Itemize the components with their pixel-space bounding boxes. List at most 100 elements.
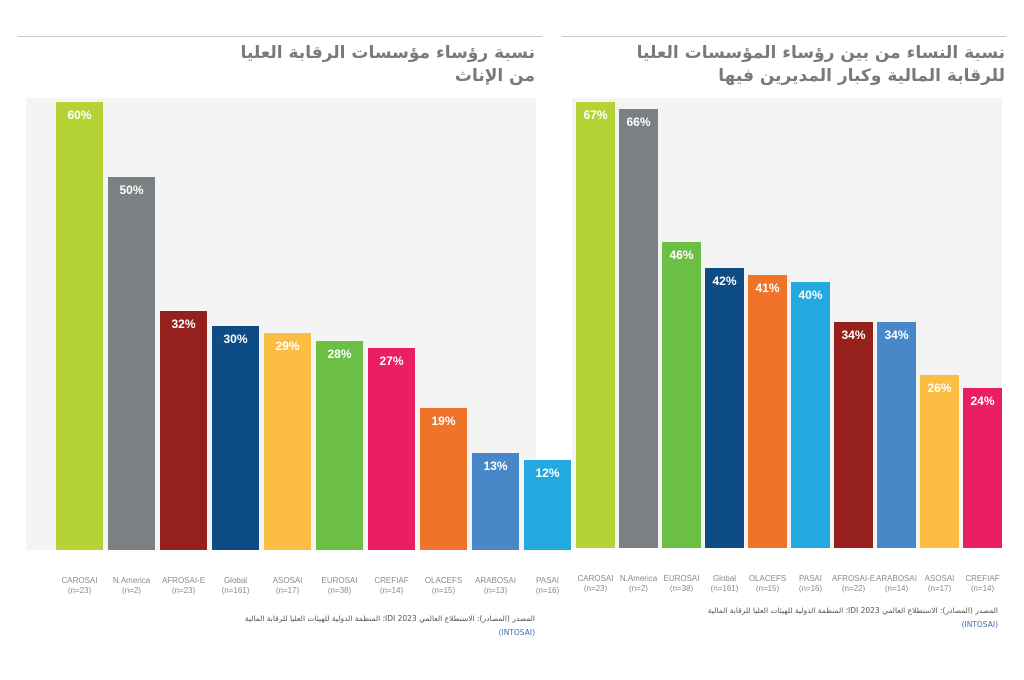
left-source-line2: (INTOSAI) <box>498 628 535 637</box>
category-label: CAROSAI (n=23) <box>570 574 621 594</box>
category-count: (n=16) <box>535 586 560 595</box>
data-label: 32% <box>171 317 196 331</box>
category-name: OLACEFS <box>748 574 787 583</box>
category-label: AFROSAI-E (n=23) <box>154 576 213 596</box>
category-label: Global (n=161) <box>206 576 265 596</box>
category-label: OLACEFS (n=15) <box>742 574 793 594</box>
category-name: OLACEFS <box>424 576 463 585</box>
data-label: 29% <box>275 339 300 353</box>
data-label: 40% <box>798 288 823 302</box>
category-label: CREFIAF (n=14) <box>957 574 1008 594</box>
category-name: N.America <box>619 574 658 583</box>
category-label: EUROSAI (n=38) <box>656 574 707 594</box>
bar-olacefs: 41% <box>748 275 787 548</box>
bar-asosai: 26% <box>920 375 959 548</box>
category-name: AFROSAI-E <box>161 576 206 585</box>
bar-arabosai: 34% <box>877 322 916 548</box>
category-label: PASAI (n=16) <box>785 574 836 594</box>
category-label: ARABOSAI (n=13) <box>466 576 525 596</box>
bar-crefiaf: 24% <box>963 388 1002 548</box>
category-count: (n=23) <box>171 586 196 595</box>
category-name: PASAI <box>536 576 559 585</box>
category-label: OLACEFS (n=15) <box>414 576 473 596</box>
data-label: 12% <box>535 466 560 480</box>
category-name: CAROSAI <box>61 576 98 585</box>
category-label: ASOSAI (n=17) <box>258 576 317 596</box>
bar-asosai: 29% <box>264 333 311 550</box>
category-name: ARABOSAI <box>876 574 917 583</box>
category-label: Global (n=161) <box>699 574 750 594</box>
category-name: Global <box>223 576 248 585</box>
category-label: EUROSAI (n=38) <box>310 576 369 596</box>
category-count: (n=15) <box>755 584 780 593</box>
right-chart-title: نسبة النساء من بين رؤساء المؤسسات العليا… <box>636 43 1005 86</box>
data-label: 30% <box>223 332 248 346</box>
category-label: PASAI (n=16) <box>518 576 577 596</box>
category-name: PASAI <box>799 574 822 583</box>
category-count: (n=161) <box>710 584 739 593</box>
data-label: 24% <box>970 394 995 408</box>
category-label: N.America (n=2) <box>102 576 161 596</box>
left-chart-title: نسبة رؤساء مؤسسات الرقابة العليا من الإن… <box>240 43 535 86</box>
bar-carosai: 60% <box>56 102 103 550</box>
right-chart-plot: 67% 66% 46% 42% 41% 40% 34% 34% 26% 24% <box>572 98 1002 548</box>
category-count: (n=17) <box>927 584 952 593</box>
category-count: (n=23) <box>583 584 608 593</box>
category-name: Global <box>712 574 737 583</box>
bar-crefiaf: 27% <box>368 348 415 550</box>
left-chart-source: المصدر (المصادر): الاستطلاع العالمي IDI … <box>20 612 535 640</box>
category-count: (n=2) <box>629 584 648 593</box>
bar-afrosaie: 34% <box>834 322 873 548</box>
category-count: (n=161) <box>221 586 250 595</box>
category-label: AFROSAI-E (n=22) <box>828 574 879 594</box>
bar-olacefs: 19% <box>420 408 467 550</box>
category-name: CREFIAF <box>965 574 1000 583</box>
category-count: (n=17) <box>275 586 300 595</box>
bar-eurosai: 46% <box>662 242 701 548</box>
category-name: AFROSAI-E <box>831 574 876 583</box>
category-name: N.America <box>112 576 151 585</box>
category-label: ASOSAI (n=17) <box>914 574 965 594</box>
category-name: ASOSAI <box>924 574 955 583</box>
bar-arabosai: 13% <box>472 453 519 550</box>
right-source-line2: (INTOSAI) <box>961 620 998 629</box>
bar-global: 30% <box>212 326 259 550</box>
data-label: 46% <box>669 248 694 262</box>
bar-carosai: 67% <box>576 102 615 548</box>
category-count: (n=14) <box>379 586 404 595</box>
bar-global: 42% <box>705 268 744 548</box>
left-top-rule <box>18 36 542 37</box>
category-name: EUROSAI <box>321 576 358 585</box>
right-top-rule <box>562 36 1006 37</box>
bar-namerica: 50% <box>108 177 155 550</box>
data-label: 28% <box>327 347 352 361</box>
left-chart-plot: 60% 50% 32% 30% 29% 28% 27% 19% 13% 12% <box>26 98 571 550</box>
category-count: (n=38) <box>327 586 352 595</box>
data-label: 34% <box>841 328 866 342</box>
category-count: (n=16) <box>798 584 823 593</box>
category-name: ASOSAI <box>272 576 303 585</box>
data-label: 60% <box>67 108 92 122</box>
category-count: (n=2) <box>122 586 141 595</box>
data-label: 41% <box>755 281 780 295</box>
right-chart-source: المصدر (المصادر): الاستطلاع العالمي IDI … <box>566 604 998 632</box>
category-count: (n=14) <box>970 584 995 593</box>
data-label: 34% <box>884 328 909 342</box>
category-count: (n=13) <box>483 586 508 595</box>
category-name: CREFIAF <box>374 576 409 585</box>
category-count: (n=15) <box>431 586 456 595</box>
bar-afrosaie: 32% <box>160 311 207 550</box>
data-label: 42% <box>712 274 737 288</box>
category-name: EUROSAI <box>663 574 700 583</box>
right-source-line1: المصدر (المصادر): الاستطلاع العالمي IDI … <box>707 606 998 615</box>
category-name: ARABOSAI <box>475 576 516 585</box>
category-count: (n=23) <box>67 586 92 595</box>
category-count: (n=22) <box>841 584 866 593</box>
data-label: 26% <box>927 381 952 395</box>
bar-namerica: 66% <box>619 109 658 548</box>
category-count: (n=38) <box>669 584 694 593</box>
category-name: CAROSAI <box>577 574 614 583</box>
data-label: 67% <box>583 108 608 122</box>
bar-pasai: 12% <box>524 460 571 550</box>
category-label: N.America (n=2) <box>613 574 664 594</box>
